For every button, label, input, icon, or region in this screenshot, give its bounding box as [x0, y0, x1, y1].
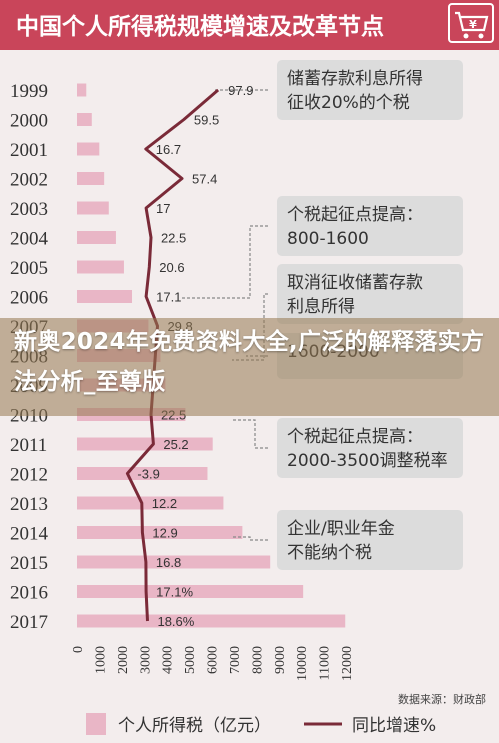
annotation-text-2-1: 个税起征点提高：: [287, 205, 423, 225]
data-label-2005: 20.6: [159, 260, 184, 275]
data-label-2013: 12.2: [152, 496, 177, 511]
data-label-2012: -3.9: [137, 467, 159, 482]
x-tick-1000: 1000: [93, 646, 108, 674]
legend: 个人所得税（亿元） 同比增速%: [86, 713, 436, 736]
x-tick-5000: 5000: [183, 646, 198, 674]
x-tick-6000: 6000: [206, 646, 221, 674]
data-label-1999: 97.9: [228, 83, 253, 98]
bar-2006: [77, 290, 133, 303]
x-tick-12000: 12000: [340, 646, 355, 681]
annotation-text-5-1: 个税起征点提高：: [287, 427, 423, 447]
x-tick-2000: 2000: [116, 646, 131, 674]
annotation-text-2-2: 800-1600: [287, 229, 369, 249]
bar-2003: [77, 201, 109, 215]
data-label-2000: 59.5: [194, 113, 219, 128]
data-label-2002: 57.4: [192, 172, 217, 187]
x-tick-8000: 8000: [250, 646, 265, 674]
data-label-2011: 25.2: [163, 437, 188, 452]
year-label-2013: 2013: [10, 494, 48, 515]
x-tick-0: 0: [71, 646, 86, 653]
x-tick-10000: 10000: [295, 646, 310, 681]
year-label-2001: 2001: [10, 140, 48, 161]
x-tick-4000: 4000: [161, 646, 176, 674]
legend-line-label: 同比增速%: [352, 716, 436, 736]
bar-1999: [77, 83, 87, 97]
annotation-text-3-2: 利息所得: [287, 297, 355, 317]
year-label-2015: 2015: [10, 553, 48, 574]
year-label-2005: 2005: [10, 258, 48, 279]
bar-2016: [77, 585, 304, 598]
data-label-2014: 12.9: [152, 526, 177, 541]
bar-2000: [77, 113, 92, 126]
annotation-text-3-1: 取消征收储蓄存款: [287, 273, 423, 293]
data-label-2001: 16.7: [156, 142, 181, 157]
year-label-2016: 2016: [10, 583, 48, 604]
legend-bar-swatch: [86, 713, 106, 735]
x-tick-3000: 3000: [138, 646, 153, 674]
annotation-text-6-1: 企业/职业年金: [287, 519, 395, 539]
bar-2015: [77, 555, 271, 569]
x-tick-11000: 11000: [318, 646, 333, 680]
bar-2012: [77, 467, 208, 480]
annotation-box-3: [277, 264, 463, 324]
cart-yuan-icon: ¥: [448, 3, 494, 43]
annotation-box-6: [277, 510, 463, 570]
year-label-2017: 2017: [10, 612, 48, 633]
year-label-2000: 2000: [10, 111, 48, 132]
bar-2013: [77, 496, 224, 510]
data-label-2006: 17.1: [156, 290, 181, 305]
data-label-2017: 18.6%: [157, 614, 194, 629]
bar-2001: [77, 142, 100, 156]
year-label-1999: 1999: [10, 81, 48, 102]
bar-2017: [77, 614, 346, 628]
data-label-2015: 16.8: [156, 555, 181, 570]
year-label-2012: 2012: [10, 465, 48, 486]
data-label-2003: 17: [156, 201, 170, 216]
year-label-2002: 2002: [10, 170, 48, 191]
x-tick-7000: 7000: [228, 646, 243, 674]
data-label-2016: 17.1%: [156, 585, 193, 600]
header-bar: [0, 0, 499, 50]
bar-2011: [77, 437, 213, 451]
annotation-text-1-2: 征收20%的个税: [287, 93, 410, 113]
legend-bar-label: 个人所得税（亿元）: [118, 716, 271, 736]
bar-2002: [77, 172, 105, 185]
annotation-leader-5: [232, 419, 268, 449]
x-tick-9000: 9000: [273, 646, 288, 674]
chart-title: 中国个人所得税规模增速及改革节点: [16, 13, 384, 40]
year-label-2014: 2014: [10, 524, 49, 545]
data-label-2004: 22.5: [161, 231, 186, 246]
year-label-2006: 2006: [10, 288, 48, 309]
annotation-box-1: [277, 60, 463, 120]
svg-text:¥: ¥: [469, 18, 477, 31]
overlay-caption: 新奥2024年免费资料大全,广泛的解释落实方法分析_至尊版: [14, 329, 485, 395]
annotation-text-6-2: 不能纳个税: [287, 543, 372, 563]
bar-2004: [77, 231, 116, 244]
bar-2014: [77, 526, 243, 539]
year-label-2003: 2003: [10, 199, 48, 220]
bar-2005: [77, 260, 124, 274]
overlay-banner: [0, 318, 499, 416]
annotation-text-5-2: 2000-3500调整税率: [287, 451, 448, 471]
annotation-leader-6: [232, 536, 268, 541]
annotation-text-1-1: 储蓄存款利息所得: [287, 69, 423, 89]
year-label-2004: 2004: [10, 229, 49, 250]
year-label-2011: 2011: [10, 435, 47, 456]
annotation-box-2: [277, 196, 463, 256]
annotation-box-5: [277, 418, 463, 478]
source-note: 数据来源：财政部: [398, 692, 486, 706]
